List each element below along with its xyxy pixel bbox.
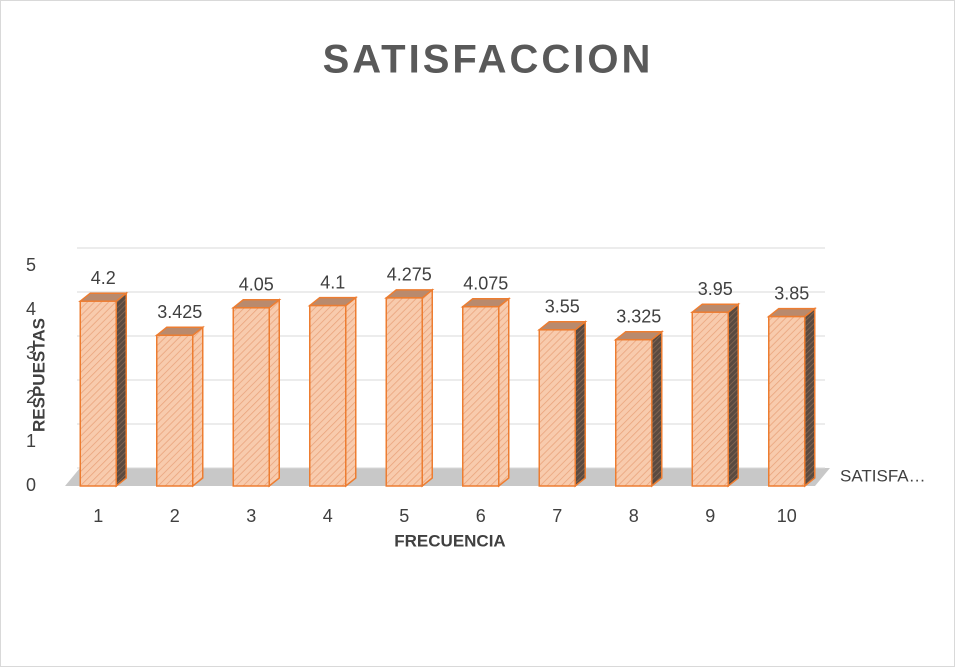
- bar-side: [421, 288, 433, 488]
- data-label: 4.1: [320, 272, 345, 292]
- bar: [309, 304, 347, 487]
- y-tick-label: 3: [26, 343, 36, 363]
- x-tick-label: 3: [246, 506, 256, 526]
- x-tick-label: 2: [170, 506, 180, 526]
- x-tick-label: 6: [476, 506, 486, 526]
- legend-entry: SATISFA…: [840, 466, 926, 485]
- bar-side: [115, 291, 127, 488]
- bar: [538, 329, 576, 487]
- data-label: 3.95: [698, 279, 733, 299]
- bar: [385, 297, 423, 487]
- y-tick-label: 1: [26, 431, 36, 451]
- data-label: 4.2: [91, 268, 116, 288]
- y-tick-label: 5: [26, 255, 36, 275]
- bar: [232, 307, 270, 487]
- y-tick-label: 2: [26, 387, 36, 407]
- bar: [768, 315, 806, 487]
- data-label: 3.325: [616, 306, 661, 326]
- y-axis-label: RESPUESTAS: [29, 318, 48, 432]
- x-tick-label: 1: [93, 506, 103, 526]
- x-axis-label: FRECUENCIA: [394, 531, 505, 550]
- bar-side: [651, 330, 663, 488]
- data-label: 4.075: [463, 273, 508, 293]
- x-tick-label: 5: [399, 506, 409, 526]
- data-label: 3.85: [774, 283, 809, 303]
- bar: [79, 300, 117, 487]
- data-label: 4.275: [387, 265, 432, 285]
- bar-side: [192, 325, 204, 488]
- y-tick-label: 0: [26, 475, 36, 495]
- data-label: 3.55: [545, 297, 580, 317]
- chart-title: SATISFACCION: [323, 38, 654, 82]
- x-tick-label: 10: [777, 506, 797, 526]
- y-tick-label: 4: [26, 299, 36, 319]
- bar: [691, 311, 729, 487]
- x-tick-label: 4: [323, 506, 333, 526]
- bar-side: [345, 296, 357, 488]
- bar-side: [574, 320, 586, 488]
- data-label: 3.425: [157, 302, 202, 322]
- x-tick-label: 9: [705, 506, 715, 526]
- data-label: 4.05: [239, 275, 274, 295]
- x-tick-label: 7: [552, 506, 562, 526]
- bar: [156, 334, 194, 487]
- bar-side: [727, 302, 739, 488]
- bar: [462, 305, 500, 487]
- bar-side: [804, 307, 816, 488]
- bar: [615, 338, 653, 487]
- bar-side: [498, 297, 510, 488]
- x-tick-label: 8: [629, 506, 639, 526]
- bar-side: [268, 298, 280, 488]
